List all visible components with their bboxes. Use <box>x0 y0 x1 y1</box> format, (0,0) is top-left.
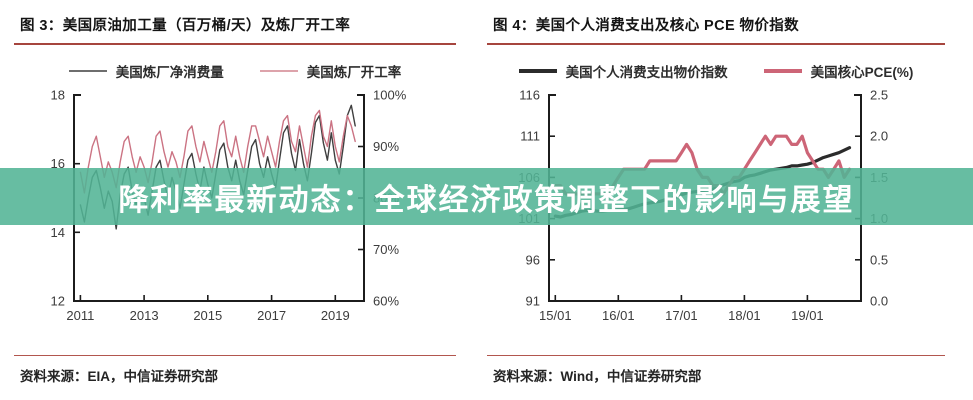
svg-text:91: 91 <box>526 294 540 309</box>
svg-text:2017: 2017 <box>257 308 286 323</box>
panel-pce-chart: 图 4：美国个人消费支出及核心 PCE 物价指数 美国个人消费支出物价指数 美国… <box>487 12 945 385</box>
legend-fig4: 美国个人消费支出物价指数 美国核心PCE(%) <box>487 61 945 81</box>
legend-label: 美国核心PCE(%) <box>810 65 914 80</box>
legend-item-net-consumption: 美国炼厂净消费量 <box>68 61 224 81</box>
legend-item-pce-index: 美国个人消费支出物价指数 <box>518 61 728 81</box>
svg-text:18: 18 <box>51 88 65 103</box>
svg-text:14: 14 <box>51 225 65 240</box>
legend-label: 美国炼厂净消费量 <box>115 65 224 80</box>
svg-text:16: 16 <box>51 156 65 171</box>
svg-text:0.5: 0.5 <box>870 252 888 267</box>
svg-text:16/01: 16/01 <box>602 308 635 323</box>
svg-text:96: 96 <box>526 252 540 267</box>
line-swatch-icon <box>518 69 557 73</box>
legend-label: 美国个人消费支出物价指数 <box>565 65 728 80</box>
chart-title-fig3: 图 3：美国原油加工量（百万桶/天）及炼厂开工率 <box>14 12 456 45</box>
svg-text:2011: 2011 <box>66 308 94 323</box>
legend-label: 美国炼厂开工率 <box>306 65 402 80</box>
svg-text:116: 116 <box>519 88 540 103</box>
svg-text:2019: 2019 <box>321 308 350 323</box>
headline-banner: 降利率最新动态：全球经济政策调整下的影响与展望 <box>0 168 973 225</box>
line-swatch-icon <box>763 69 802 73</box>
panel-refinery-chart: 图 3：美国原油加工量（百万桶/天）及炼厂开工率 美国炼厂净消费量 美国炼厂开工… <box>14 12 456 385</box>
line-swatch-icon <box>68 70 107 72</box>
svg-text:15/01: 15/01 <box>539 308 572 323</box>
headline-banner-text: 降利率最新动态：全球经济政策调整下的影响与展望 <box>118 183 855 217</box>
legend-item-utilization: 美国炼厂开工率 <box>259 61 402 81</box>
source-note-fig4: 资料来源：Wind，中信证券研究部 <box>487 355 945 385</box>
svg-text:2.5: 2.5 <box>870 88 888 103</box>
svg-text:2013: 2013 <box>130 308 159 323</box>
svg-text:111: 111 <box>520 129 540 144</box>
svg-text:17/01: 17/01 <box>665 308 698 323</box>
refinery-chart: 1214161860%70%80%90%100%2011201320152017… <box>51 88 407 324</box>
source-note-fig3: 资料来源：EIA，中信证券研究部 <box>14 355 456 385</box>
svg-text:18/01: 18/01 <box>728 308 761 323</box>
svg-text:0.0: 0.0 <box>870 294 888 309</box>
svg-text:60%: 60% <box>373 294 399 309</box>
chart-title-fig4: 图 4：美国个人消费支出及核心 PCE 物价指数 <box>487 12 945 45</box>
svg-text:90%: 90% <box>373 139 399 154</box>
svg-text:12: 12 <box>51 294 65 309</box>
svg-text:100%: 100% <box>373 88 407 103</box>
svg-text:2.0: 2.0 <box>870 129 888 144</box>
svg-text:70%: 70% <box>373 242 399 257</box>
legend-item-core-pce: 美国核心PCE(%) <box>763 61 914 81</box>
svg-text:2015: 2015 <box>193 308 222 323</box>
line-swatch-icon <box>259 70 298 72</box>
svg-text:19/01: 19/01 <box>791 308 824 323</box>
legend-fig3: 美国炼厂净消费量 美国炼厂开工率 <box>14 61 456 81</box>
